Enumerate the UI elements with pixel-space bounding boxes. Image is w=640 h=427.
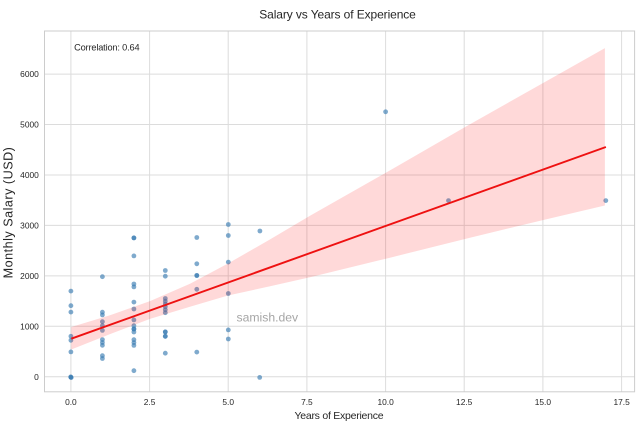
svg-text:7.5: 7.5 — [301, 397, 313, 407]
svg-text:17.5: 17.5 — [613, 397, 630, 407]
svg-text:10.0: 10.0 — [377, 397, 394, 407]
svg-text:2000: 2000 — [20, 271, 39, 281]
svg-text:0.0: 0.0 — [65, 397, 77, 407]
svg-text:15.0: 15.0 — [535, 397, 552, 407]
svg-text:Salary vs Years of Experience: Salary vs Years of Experience — [259, 8, 416, 22]
svg-text:6000: 6000 — [20, 69, 39, 79]
svg-text:Monthly Salary (USD): Monthly Salary (USD) — [2, 147, 16, 279]
svg-text:1000: 1000 — [20, 321, 39, 331]
svg-text:0: 0 — [34, 372, 39, 382]
svg-text:12.5: 12.5 — [456, 397, 473, 407]
svg-text:samish.dev: samish.dev — [237, 311, 300, 325]
svg-text:Correlation: 0.64: Correlation: 0.64 — [74, 43, 139, 53]
svg-text:3000: 3000 — [20, 220, 39, 230]
svg-text:5.0: 5.0 — [222, 397, 234, 407]
svg-text:Years of Experience: Years of Experience — [294, 410, 383, 422]
svg-text:5000: 5000 — [20, 120, 39, 130]
svg-text:2.5: 2.5 — [144, 397, 156, 407]
svg-text:4000: 4000 — [20, 170, 39, 180]
